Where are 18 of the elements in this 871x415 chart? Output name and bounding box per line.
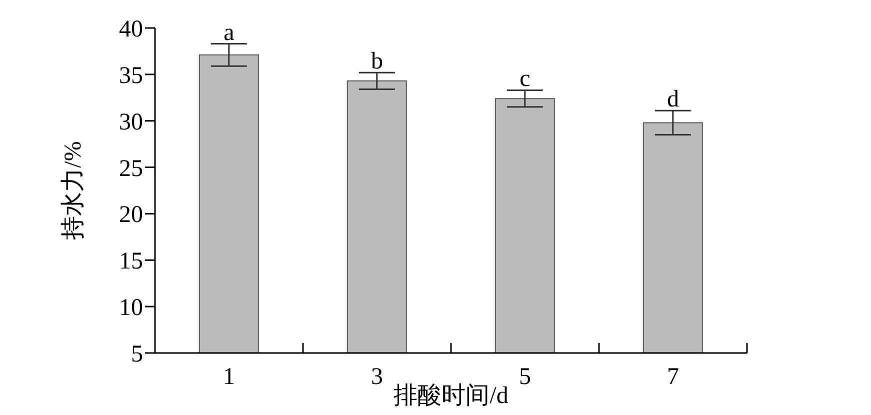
y-tick-label: 30 (119, 109, 143, 136)
annotation: d (667, 86, 679, 113)
y-tick-label: 5 (131, 342, 143, 368)
x-tick-label: 3 (371, 364, 383, 390)
annotation: c (520, 66, 530, 92)
x-tick-label: 5 (519, 364, 531, 390)
y-tick-label: 35 (119, 62, 143, 89)
annotation: a (224, 20, 235, 46)
x-axis-title: 排酸时间/d (394, 383, 508, 409)
y-tick-label: 25 (119, 156, 143, 182)
x-tick-label: 1 (223, 364, 235, 390)
y-tick-label: 10 (119, 295, 143, 322)
y-tick-label: 20 (119, 202, 143, 228)
y-tick-label: 15 (119, 248, 143, 275)
annotation: b (371, 48, 383, 75)
y-axis-title: 持水力/% (60, 141, 87, 240)
x-tick-label: 7 (667, 364, 679, 390)
y-tick-label: 40 (119, 16, 143, 43)
